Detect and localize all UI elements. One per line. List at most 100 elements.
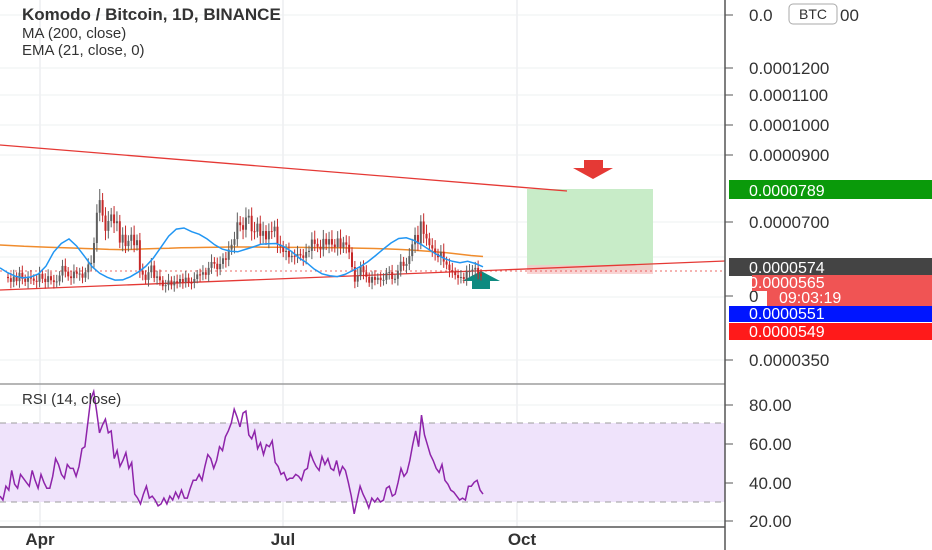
candle-body [55,281,58,283]
red-price-tag [729,323,932,340]
candle-body [396,270,399,279]
candle-body [454,272,457,276]
candle-body [382,279,385,281]
candle-body [216,263,219,270]
candle-body [221,258,225,264]
candle-body [270,231,273,233]
candle-body [49,276,53,281]
candle-body [302,255,305,258]
candle-body [333,244,336,248]
stop-zone [527,265,653,274]
candle-body [264,231,268,240]
candle-body [213,261,216,264]
price-tick-label: 0.0000350 [749,351,829,370]
candle-body [115,221,118,224]
candle-body [170,280,173,286]
price-tick-label: 0.0 [749,6,773,25]
candle-body [262,231,265,236]
candle-body [70,276,73,279]
price-tick-label: 0.0001100 [749,86,828,105]
candle-body [127,240,130,247]
candle-body [459,277,462,279]
candle-body [173,281,176,286]
candle-body [153,265,156,278]
candle-body [75,271,78,274]
close-price-tag [752,275,932,291]
candle-body [339,238,342,248]
candle-body [442,251,445,262]
candle-body [12,276,15,282]
candle-body [273,226,276,232]
candle-body [95,212,98,244]
price-tick-label: 0.0001000 [749,116,829,135]
candle-body [448,264,451,271]
candle-body [138,240,141,271]
blue-price-tag [729,306,932,322]
candle-body [479,273,483,277]
candle-body [44,278,47,283]
target-price-tag [729,180,932,199]
candles [6,189,483,293]
lower-trendline [0,260,726,291]
ma-line [0,244,484,258]
candle-body [164,285,167,287]
candle-body [365,272,368,277]
candle-body [388,272,391,274]
time-tick-label: Jul [271,530,296,549]
rsi-series [0,388,484,515]
countdown-tag [767,291,932,306]
currency-badge-label: BTC [799,6,827,22]
candle-body [342,242,345,248]
ma-series [0,244,484,258]
last-price-tag-label: 0.0000574 [749,260,825,277]
time-axis: Apr Jul Oct [25,530,536,549]
target-zone [527,189,653,270]
candle-body [227,249,230,260]
candle-body [236,222,239,240]
candle-body [141,270,144,275]
candle-body [250,215,253,232]
candle-body [101,200,104,216]
candle-body [376,277,379,280]
candle-body [24,278,27,282]
candle-body [322,238,325,250]
candle-body [247,215,250,218]
time-tick-label: Apr [25,530,55,549]
ema-series [0,227,484,281]
blue-price-tag-label: 0.0000551 [749,306,825,323]
candle-body [196,274,199,280]
candle-body [90,262,93,265]
rsi-line [0,388,484,515]
candle-body [15,276,18,282]
candle-body [118,221,121,243]
candle-body [353,267,356,282]
candle-body [402,261,405,266]
candle-body [405,263,408,266]
price-axis: 0.00012000.00011000.00010000.00009000.00… [725,6,859,370]
candle-body [451,270,454,273]
candle-body [224,258,227,260]
candle-body [181,279,184,283]
candle-body [462,277,465,280]
candle-body [385,272,388,280]
candle-body [434,248,437,254]
rsi-tick-label: 60.00 [749,435,792,454]
currency-badge[interactable] [788,3,838,25]
candle-body [107,221,110,231]
candle-body [113,214,116,224]
rsi-legend: RSI (14, close) [22,391,121,408]
candle-body [356,275,359,282]
candle-body [350,252,354,268]
candle-body [293,255,296,257]
upper-trendline [0,144,568,192]
candle-body [147,272,150,280]
candle-body [84,272,87,278]
candle-body [38,273,41,282]
candle-body [285,250,288,252]
candle-body [27,276,30,282]
candle-body [124,234,127,247]
red-price-tag-label: 0.0000549 [749,324,825,341]
candle-body [474,267,477,270]
candle-body [201,272,204,275]
candle-body [81,273,84,278]
